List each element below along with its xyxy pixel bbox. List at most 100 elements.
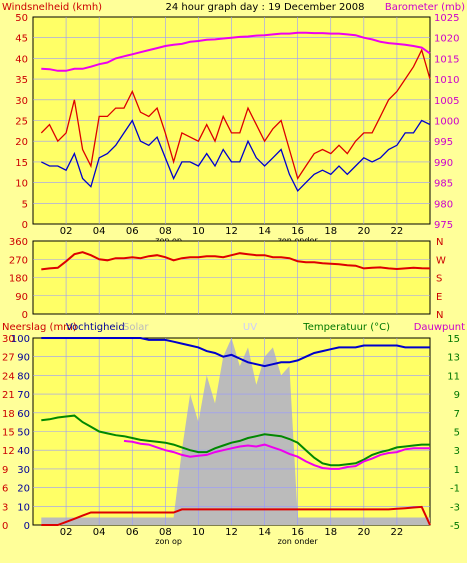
x-tick-label: 18 <box>324 226 337 237</box>
barometer-y-ticks: 975 980 985 990 995 1000 1005 1010 1015 1020 1025 <box>434 13 459 231</box>
wind-y-tick: 5 <box>22 199 28 210</box>
wind-y-tick: 45 <box>15 34 28 45</box>
humidity-y-tick: 10 <box>17 502 30 513</box>
x-tick-label: 02 <box>60 226 73 237</box>
temperature-y-tick: 9 <box>454 390 460 401</box>
wind-axis-label: Windsnelheid (kmh) <box>2 2 102 13</box>
rain-axis-label: Neerslag (mm) <box>2 322 77 333</box>
series-line-humidity <box>41 337 430 368</box>
humidity-y-tick: 40 <box>17 446 30 457</box>
x-tick-label: 22 <box>391 226 404 237</box>
x-tick-label: 14 <box>258 527 271 538</box>
compass-label: N <box>436 237 443 248</box>
x-tick-label: 22 <box>391 527 404 538</box>
temperature-y-tick: 13 <box>447 353 460 364</box>
x-tick-label: 16 <box>291 527 304 538</box>
sunset-label: zon onder <box>278 537 319 546</box>
x-tick-label: 04 <box>93 226 106 237</box>
humidity-axis-label: Vochtigheid <box>66 322 125 333</box>
sunrise-label: zon op <box>155 537 182 546</box>
humidity-temp-series <box>41 337 431 526</box>
humidity-y-ticks: 0 3 6 9 12 15 18 21 24 27 30 0 10 20 30 40 50 60 70 80 90 100 <box>2 334 30 532</box>
temperature-y-tick: 15 <box>447 334 460 345</box>
x-tick-label: 06 <box>126 527 139 538</box>
x-tick-label: 10 <box>192 527 205 538</box>
temperature-axis-label: Temperatuur (°C) <box>302 322 390 333</box>
series-line-barometer <box>41 31 431 72</box>
barometer-y-tick: 980 <box>434 199 453 210</box>
temperature-y-tick: 1 <box>454 465 460 476</box>
series-line-wind-avg <box>41 119 431 193</box>
x-tick-label: 04 <box>93 527 106 538</box>
x-tick-label: 10 <box>192 226 205 237</box>
humidity-y-tick: 100 <box>11 334 30 345</box>
compass-label: E <box>436 292 442 303</box>
wind-y-tick: 30 <box>15 96 28 107</box>
wind-y-tick: 15 <box>15 158 28 169</box>
wind-y-tick: 50 <box>15 13 28 24</box>
wind-y-tick: 0 <box>22 220 28 231</box>
dewpoint-axis-label: Dauwpunt <box>414 322 465 333</box>
temperature-y-tick: 7 <box>454 409 460 420</box>
x-tick-label: 16 <box>291 226 304 237</box>
rain-y-tick: 12 <box>2 446 15 457</box>
rain-y-tick: 24 <box>2 371 15 382</box>
x-tick-label: 20 <box>357 226 370 237</box>
barometer-y-tick: 995 <box>434 137 453 148</box>
rain-y-tick: 0 <box>2 521 8 532</box>
wind-y-tick: 35 <box>15 75 28 86</box>
direction-grid <box>33 241 430 314</box>
series-line-rain <box>41 505 431 526</box>
temperature-y-tick: -5 <box>450 521 460 532</box>
x-tick-label: 14 <box>258 226 271 237</box>
x-tick-label: 12 <box>225 527 238 538</box>
barometer-y-tick: 975 <box>434 220 453 231</box>
compass-label: S <box>436 274 442 285</box>
direction-y-tick: 90 <box>15 292 28 303</box>
rain-y-tick: 27 <box>2 353 15 364</box>
rain-y-tick: 21 <box>2 390 15 401</box>
humidity-y-tick: 30 <box>17 465 30 476</box>
wind-y-tick: 20 <box>15 137 28 148</box>
series-line-wind-gust <box>40 48 431 181</box>
solar-label: Solar <box>123 322 149 333</box>
humidity-y-tick: 70 <box>17 390 30 401</box>
rain-y-tick: 30 <box>2 334 15 345</box>
temperature-y-tick: -3 <box>450 502 460 513</box>
temperature-y-tick: 5 <box>454 428 460 439</box>
rain-y-tick: 6 <box>2 484 8 495</box>
rain-y-tick: 15 <box>2 428 15 439</box>
humidity-y-tick: 50 <box>17 428 30 439</box>
series-line-dewpoint <box>123 439 430 470</box>
x-tick-label: 20 <box>357 527 370 538</box>
barometer-y-tick: 1010 <box>434 75 459 86</box>
direction-y-tick: 0 <box>22 310 28 321</box>
x-tick-label: 06 <box>126 226 139 237</box>
barometer-y-tick: 1020 <box>434 34 459 45</box>
humidity-x-ticks: 02 04 06 08 10 12 14 16 18 20 22 zon op zon onder <box>60 527 404 546</box>
compass-label: W <box>436 255 446 266</box>
wind-grid <box>33 17 430 224</box>
humidity-y-tick: 20 <box>17 484 30 495</box>
temperature-y-tick: -1 <box>450 484 460 495</box>
barometer-y-tick: 1000 <box>434 117 459 128</box>
rain-y-tick: 3 <box>2 502 8 513</box>
wind-y-tick: 10 <box>15 179 28 190</box>
x-tick-label: 18 <box>324 527 337 538</box>
x-tick-label: 12 <box>225 226 238 237</box>
x-tick-label: 08 <box>159 527 172 538</box>
direction-y-ticks: 0 90 180 270 360 <box>9 237 28 321</box>
barometer-axis-label: Barometer (mb) <box>385 2 465 13</box>
rain-y-tick: 9 <box>2 465 8 476</box>
direction-y-tick: 360 <box>9 237 28 248</box>
wind-series <box>40 31 431 193</box>
humidity-y-tick: 80 <box>17 371 30 382</box>
series-line-direction <box>41 251 431 271</box>
barometer-y-tick: 1015 <box>434 54 459 65</box>
rain-y-tick: 18 <box>2 409 15 420</box>
barometer-y-tick: 1005 <box>434 96 459 107</box>
chart-title: 24 hour graph day : 19 December 2008 <box>166 2 365 13</box>
